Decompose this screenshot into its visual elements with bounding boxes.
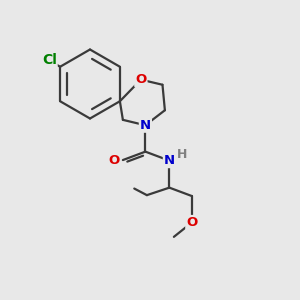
- Text: O: O: [186, 216, 197, 229]
- Text: O: O: [109, 154, 120, 166]
- Text: O: O: [135, 73, 146, 86]
- Text: N: N: [140, 119, 151, 132]
- Text: Cl: Cl: [42, 53, 57, 68]
- Text: N: N: [164, 154, 175, 167]
- Text: H: H: [177, 148, 187, 160]
